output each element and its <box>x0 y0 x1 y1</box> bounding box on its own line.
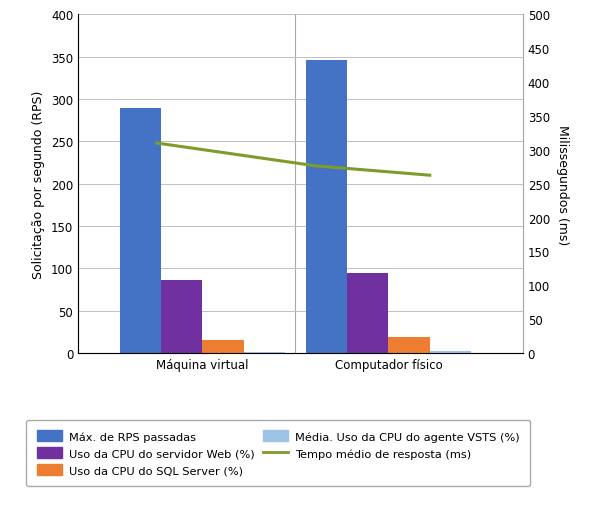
Bar <box>388 337 430 354</box>
Bar <box>306 61 347 354</box>
Bar <box>347 273 388 354</box>
Bar <box>120 109 161 354</box>
Bar <box>161 281 203 354</box>
Legend: Máx. de RPS passadas, Uso da CPU do servidor Web (%), Uso da CPU do SQL Server (: Máx. de RPS passadas, Uso da CPU do serv… <box>26 420 530 486</box>
Bar <box>430 351 471 353</box>
Y-axis label: Milissegundos (ms): Milissegundos (ms) <box>557 124 569 244</box>
Bar <box>203 341 243 353</box>
Y-axis label: Solicitação por segundo (RPS): Solicitação por segundo (RPS) <box>32 90 46 278</box>
Bar <box>243 352 285 353</box>
